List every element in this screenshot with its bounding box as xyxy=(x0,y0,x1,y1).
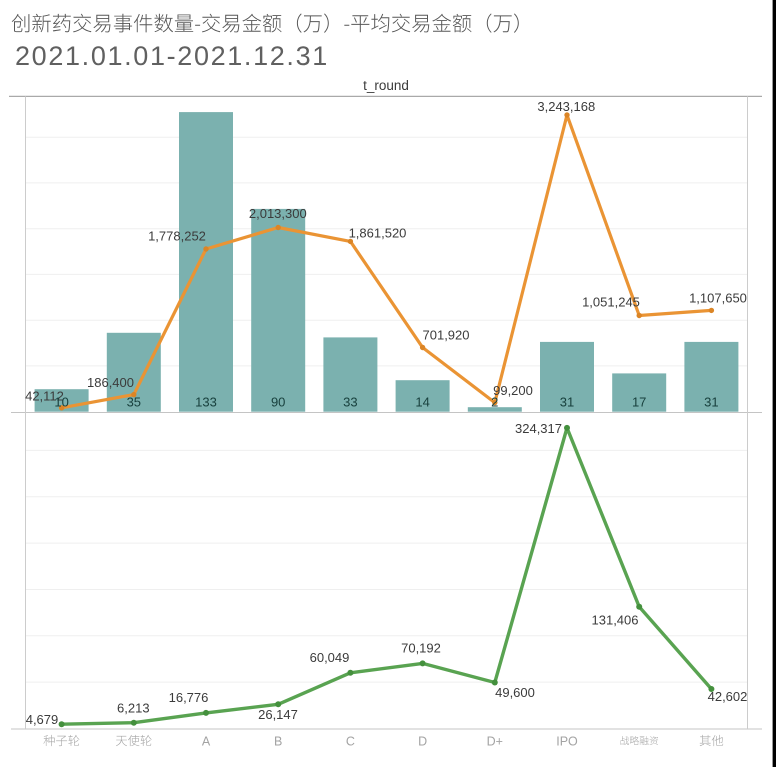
svg-text:90: 90 xyxy=(271,395,285,410)
svg-text:324,317: 324,317 xyxy=(515,421,562,436)
svg-text:D+: D+ xyxy=(487,735,503,749)
svg-text:C: C xyxy=(346,735,355,749)
svg-text:60,049: 60,049 xyxy=(310,650,350,665)
svg-text:10: 10 xyxy=(54,395,68,410)
svg-text:131,406: 131,406 xyxy=(592,613,639,628)
svg-text:133: 133 xyxy=(195,395,217,410)
svg-text:42,112: 42,112 xyxy=(25,389,64,404)
svg-text:1,778,252: 1,778,252 xyxy=(148,229,206,244)
svg-text:2,013,300: 2,013,300 xyxy=(249,206,307,221)
svg-text:31: 31 xyxy=(704,395,718,410)
svg-text:35: 35 xyxy=(127,395,141,410)
svg-text:t_round: t_round xyxy=(363,78,409,93)
svg-text:6,213: 6,213 xyxy=(117,701,150,716)
svg-text:1,051,245: 1,051,245 xyxy=(582,295,640,310)
svg-text:3,243,168: 3,243,168 xyxy=(537,99,595,114)
svg-text:701,920: 701,920 xyxy=(423,328,470,343)
svg-text:31: 31 xyxy=(560,395,574,410)
svg-text:16,776: 16,776 xyxy=(169,690,209,705)
svg-text:2021.01.01-2021.12.31: 2021.01.01-2021.12.31 xyxy=(15,41,329,71)
svg-text:17: 17 xyxy=(632,395,646,410)
svg-text:42,602: 42,602 xyxy=(708,689,748,704)
svg-text:99,200: 99,200 xyxy=(493,383,533,398)
svg-text:B: B xyxy=(274,735,282,749)
svg-text:4,679: 4,679 xyxy=(26,712,59,727)
svg-text:IPO: IPO xyxy=(556,735,578,749)
svg-text:A: A xyxy=(202,735,211,749)
svg-text:14: 14 xyxy=(415,395,429,410)
svg-text:2: 2 xyxy=(491,395,498,410)
svg-text:1,861,520: 1,861,520 xyxy=(349,226,407,241)
svg-text:70,192: 70,192 xyxy=(401,641,441,656)
svg-text:49,600: 49,600 xyxy=(495,685,535,700)
svg-text:D: D xyxy=(418,735,427,749)
svg-text:186,400: 186,400 xyxy=(87,375,134,390)
svg-text:33: 33 xyxy=(343,395,357,410)
svg-text:1,107,650: 1,107,650 xyxy=(689,291,747,306)
svg-text:26,147: 26,147 xyxy=(258,707,298,722)
